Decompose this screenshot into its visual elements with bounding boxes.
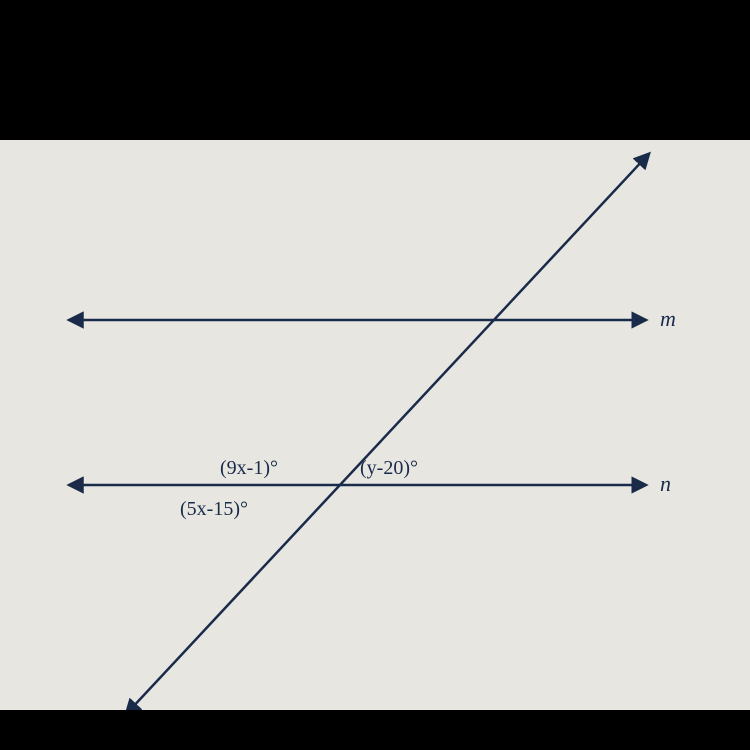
transversal-line xyxy=(130,158,645,710)
diagram-canvas: m n (9x-1)° (y-20)° (5x-15)° xyxy=(0,140,750,710)
angle-label-top-left: (9x-1)° xyxy=(220,457,278,479)
geometry-svg: m n (9x-1)° (y-20)° (5x-15)° xyxy=(0,140,750,710)
angle-label-top-right: (y-20)° xyxy=(360,457,418,479)
angle-label-bottom-left: (5x-15)° xyxy=(180,498,248,520)
label-line-n: n xyxy=(660,471,671,496)
label-line-m: m xyxy=(660,306,676,331)
